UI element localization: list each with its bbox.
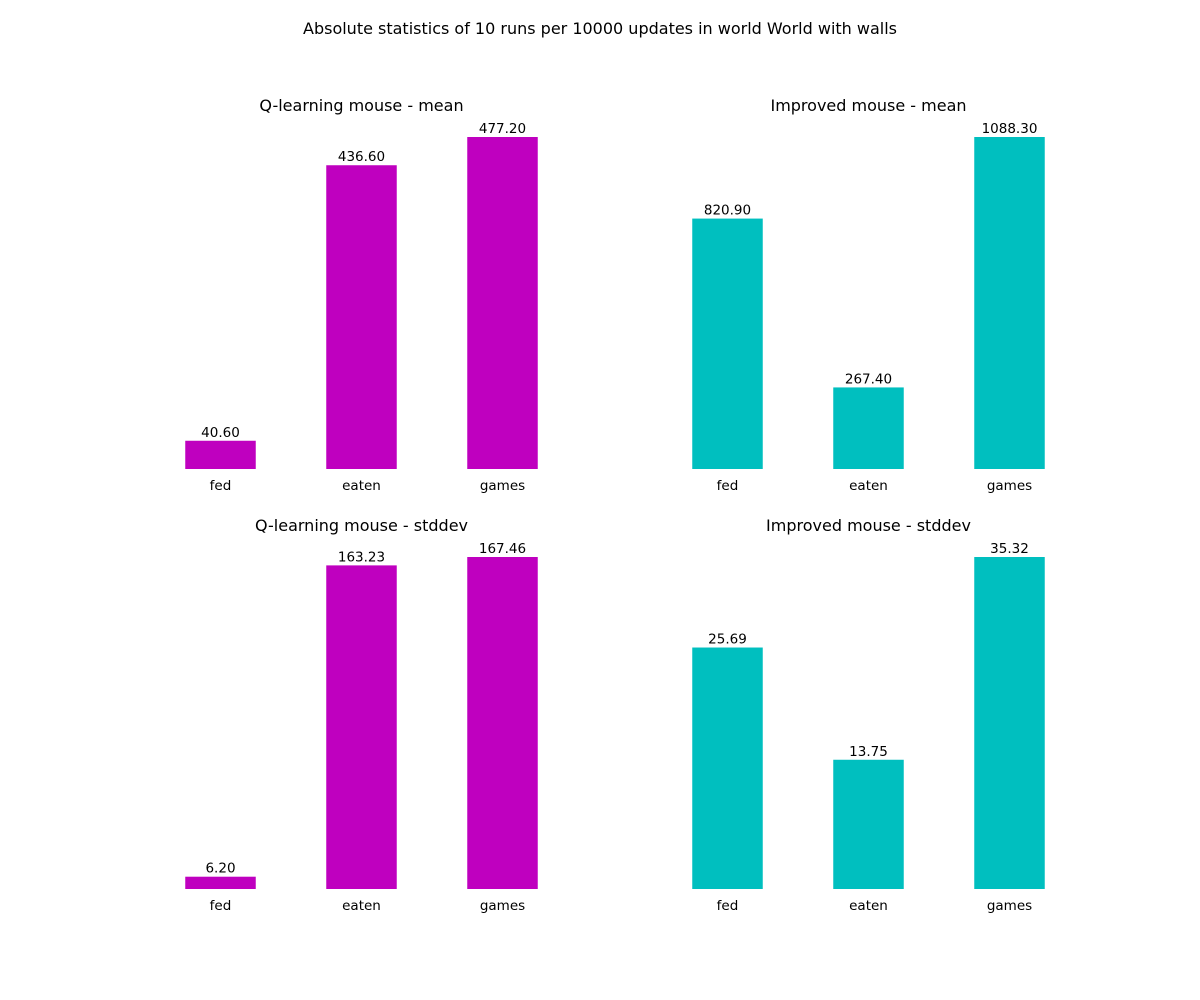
panel-q-learning-mean: Q-learning mouse - mean 40.60 fed 436.60 eat… [185, 96, 538, 494]
x-tick-label: fed [210, 478, 232, 494]
bar-games [467, 137, 538, 469]
figure-title: Absolute statistics of 10 runs per 10000… [303, 19, 897, 38]
bar-value-label: 1088.30 [982, 121, 1038, 137]
panel-improved-mean: Improved mouse - mean 820.90 fed 267.40 eate… [692, 96, 1045, 494]
bar-value-label: 163.23 [338, 549, 385, 565]
bar-fed [185, 440, 256, 469]
x-tick-label: eaten [849, 478, 888, 494]
bar-fed [692, 218, 763, 469]
bar-games [467, 557, 538, 889]
bar-fed [692, 647, 763, 889]
bar-eaten [833, 387, 904, 469]
bar-eaten [833, 759, 904, 889]
bar-games [974, 557, 1045, 889]
bar-eaten [326, 165, 397, 469]
bar-value-label: 477.20 [479, 121, 526, 137]
bar-value-label: 267.40 [845, 371, 892, 387]
x-tick-label: eaten [342, 898, 381, 914]
panel-q-learning-stddev: Q-learning mouse - stddev 6.20 fed 163.23 ea… [185, 516, 538, 914]
panels: Q-learning mouse - mean 40.60 fed 436.60 eat… [185, 96, 1045, 914]
x-tick-label: eaten [849, 898, 888, 914]
bar-value-label: 167.46 [479, 541, 526, 557]
bar-value-label: 6.20 [205, 861, 235, 877]
x-tick-label: games [480, 478, 525, 494]
bar-value-label: 820.90 [704, 203, 751, 219]
x-tick-label: games [987, 478, 1032, 494]
bar-value-label: 25.69 [708, 632, 747, 648]
bar-fed [185, 876, 256, 889]
bar-value-label: 13.75 [849, 744, 888, 760]
panel-title: Q-learning mouse - stddev [255, 516, 468, 535]
bar-value-label: 436.60 [338, 149, 385, 165]
x-tick-label: fed [210, 898, 232, 914]
x-tick-label: games [987, 898, 1032, 914]
x-tick-label: fed [717, 478, 739, 494]
panel-title: Q-learning mouse - mean [259, 96, 463, 115]
panel-improved-stddev: Improved mouse - stddev 25.69 fed 13.75 eate… [692, 516, 1045, 914]
x-tick-label: games [480, 898, 525, 914]
bar-value-label: 40.60 [201, 425, 240, 441]
x-tick-label: fed [717, 898, 739, 914]
bar-games [974, 137, 1045, 469]
panel-title: Improved mouse - stddev [766, 516, 971, 535]
bar-eaten [326, 565, 397, 889]
panel-title: Improved mouse - mean [770, 96, 966, 115]
x-tick-label: eaten [342, 478, 381, 494]
bar-value-label: 35.32 [990, 541, 1029, 557]
